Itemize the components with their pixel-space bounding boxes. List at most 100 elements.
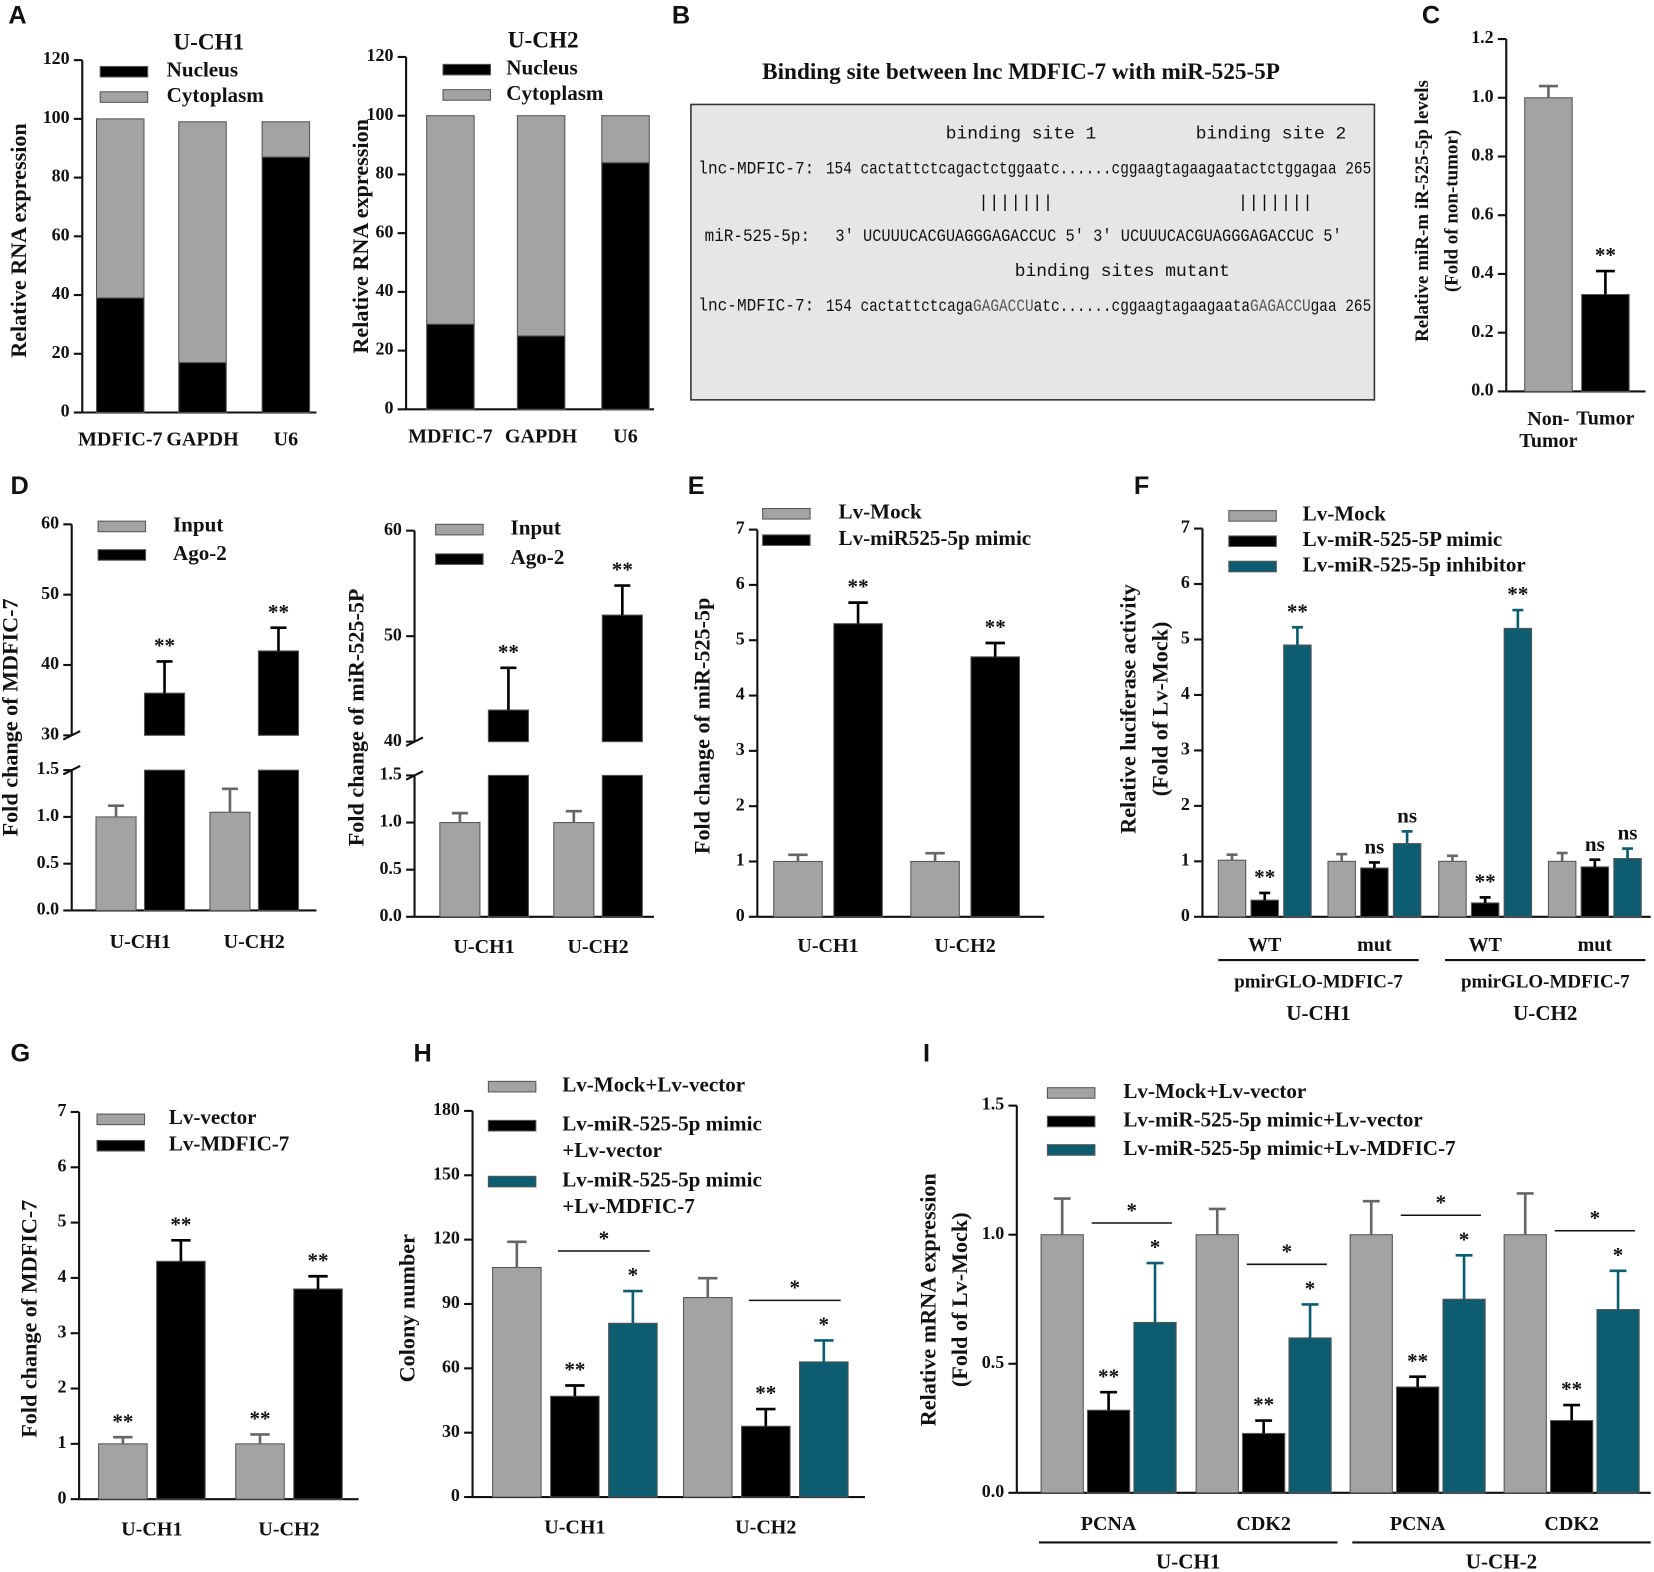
legend-label: Lv-Mock xyxy=(839,500,922,524)
panel-letter: C xyxy=(1422,2,1440,30)
significance-label: * xyxy=(1436,1191,1447,1215)
panel-letter: B xyxy=(672,2,690,30)
bar xyxy=(209,811,251,911)
x-tick-label: PCNA xyxy=(1390,1513,1446,1535)
significance-label: ** xyxy=(755,1381,776,1405)
row-seq: 3′ UCUUUCACGUAGGGAGACCUC 5′ 3′ UCUUUCACG… xyxy=(835,227,1341,247)
y-tick-label: 3 xyxy=(57,1321,66,1341)
bar xyxy=(1349,1234,1393,1494)
y-tick-label: 60 xyxy=(442,1356,460,1376)
y-tick-label: 0.0 xyxy=(1471,380,1493,400)
y-tick-label: 1.5 xyxy=(982,1094,1004,1114)
y-tick-label: 1.5 xyxy=(37,758,59,778)
y-tick-label: 0 xyxy=(736,905,745,925)
significance-label: * xyxy=(599,1226,610,1250)
group-label: U-CH1 xyxy=(1156,1549,1220,1572)
legend-label: Input xyxy=(511,515,561,539)
bar xyxy=(492,1266,542,1498)
panel-letter: G xyxy=(11,1040,31,1068)
bar xyxy=(550,1395,600,1498)
y-tick-label: 90 xyxy=(442,1292,460,1312)
x-tick-label: U-CH1 xyxy=(544,1516,605,1538)
legend-swatch xyxy=(487,1175,537,1188)
y-tick-label: 5 xyxy=(736,628,745,648)
bar xyxy=(178,121,227,364)
legend-label: Lv-miR-525-5P mimic xyxy=(1303,527,1503,551)
chart-title: U-CH2 xyxy=(508,28,579,54)
seq-mutant: GAGACCU xyxy=(1250,297,1311,317)
y-tick-label: 4 xyxy=(736,684,745,704)
panel-letter: H xyxy=(413,1040,431,1068)
bar xyxy=(487,709,529,743)
bar xyxy=(601,115,650,164)
y-tick-label: 1.0 xyxy=(1471,86,1493,106)
group-label: U-CH-2 xyxy=(1466,1549,1537,1572)
legend-swatch xyxy=(1228,560,1277,573)
x-tick-label: U-CH2 xyxy=(224,931,285,953)
significance-label: * xyxy=(1282,1240,1293,1264)
bar xyxy=(1550,1420,1594,1494)
legend-label: Lv-Mock xyxy=(1303,502,1386,526)
axis-break xyxy=(405,736,424,747)
x-tick-label: mut xyxy=(1578,934,1613,956)
bar xyxy=(1288,1337,1332,1494)
bar xyxy=(1392,843,1422,918)
x-tick-label: U-CH1 xyxy=(110,931,171,953)
y-tick-label: 2 xyxy=(57,1377,66,1397)
y-tick-label: 120 xyxy=(433,1228,460,1248)
y-tick-label: 3 xyxy=(1181,739,1190,759)
bar xyxy=(601,162,650,410)
x-tick-label: CDK2 xyxy=(1544,1513,1599,1535)
significance-label: * xyxy=(628,1263,639,1287)
x-tick-label: U6 xyxy=(613,425,637,447)
y-axis-label: Colony number xyxy=(394,1234,419,1382)
significance-label: ** xyxy=(985,615,1006,639)
y-tick-label: 0.5 xyxy=(982,1352,1004,1372)
legend-label: Nucleus xyxy=(506,55,577,79)
mutant-title: binding sites mutant xyxy=(1015,262,1230,282)
significance-label: ** xyxy=(112,1409,133,1433)
legend-label: Cytoplasm xyxy=(506,81,604,105)
bar xyxy=(970,656,1020,918)
y-axis-label: Relative RNA expression xyxy=(6,123,31,358)
y-axis-label: Fold change of MDFIC-7 xyxy=(17,1200,42,1438)
significance-label: ns xyxy=(1397,804,1417,828)
seq-part: gaa 265 xyxy=(1311,297,1372,317)
y-tick-label: 0 xyxy=(384,397,393,417)
bar xyxy=(261,156,311,414)
y-tick-label: 1.0 xyxy=(982,1223,1004,1243)
bar xyxy=(156,1260,206,1500)
y-tick-label: 0.4 xyxy=(1471,262,1493,282)
y-tick-label: 6 xyxy=(736,573,745,593)
legend-swatch xyxy=(1046,1087,1096,1099)
legend-swatch xyxy=(97,520,147,533)
legend-label: Input xyxy=(173,512,223,536)
y-tick-label: 180 xyxy=(433,1099,460,1119)
significance-label: ** xyxy=(1561,1377,1582,1401)
y-axis-label: Fold change of MDFIC-7 xyxy=(0,598,23,836)
x-tick-label: GAPDH xyxy=(505,425,578,447)
bar xyxy=(1242,1432,1286,1494)
y-tick-label: 0.5 xyxy=(37,852,59,872)
bar xyxy=(1503,627,1533,918)
y-tick-label: 6 xyxy=(1181,572,1190,592)
bar xyxy=(1283,644,1312,918)
panel-letter: E xyxy=(688,472,705,500)
x-tick-label: U-CH2 xyxy=(735,1516,796,1538)
y-tick-label: 3 xyxy=(736,739,745,759)
y-tick-label: 0.0 xyxy=(379,905,401,925)
significance-label: * xyxy=(1590,1206,1601,1230)
bar xyxy=(235,1443,285,1500)
legend-swatch xyxy=(442,63,492,76)
y-tick-label: 150 xyxy=(433,1163,460,1183)
y-tick-label: 6 xyxy=(57,1155,66,1175)
bar xyxy=(910,860,960,918)
axis-break xyxy=(405,770,424,781)
legend-swatch xyxy=(96,1139,146,1152)
legend-swatch xyxy=(435,553,484,565)
y-tick-label: 1.5 xyxy=(379,764,401,784)
bar xyxy=(740,1425,791,1498)
legend-label: Lv-miR-525-5p mimic+Lv-vector xyxy=(562,1112,762,1162)
significance-label: * xyxy=(790,1276,801,1300)
